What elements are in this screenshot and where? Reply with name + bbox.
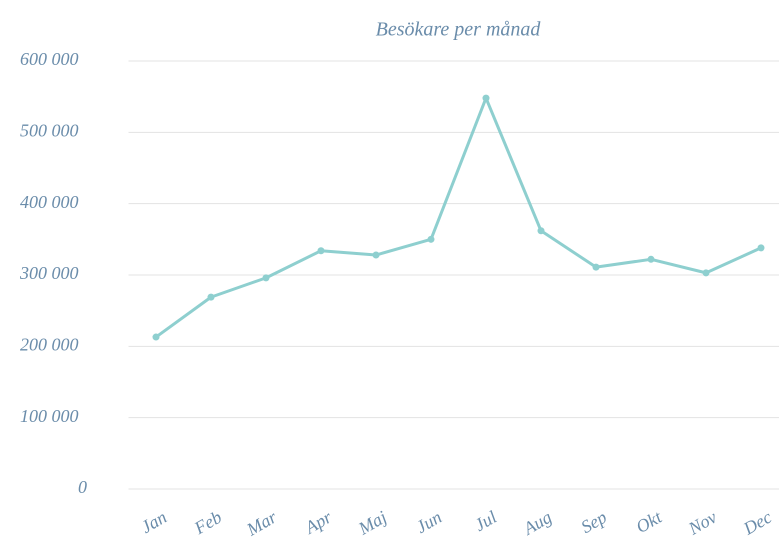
x-tick-label: Maj xyxy=(354,507,390,539)
x-tick-label: Aug xyxy=(519,507,555,539)
point xyxy=(427,235,435,243)
x-tick-label: Jul xyxy=(471,507,500,535)
y-tick-label: 400 000 xyxy=(20,192,79,212)
point xyxy=(207,293,215,301)
x-tick-label: Dec xyxy=(739,507,775,539)
x-tick-label: Mar xyxy=(242,506,281,540)
x-tick-label: Nov xyxy=(684,507,720,539)
point xyxy=(152,333,160,341)
chart-title: Besökare per månad xyxy=(376,19,542,41)
point xyxy=(757,244,765,252)
y-tick-label: 500 000 xyxy=(20,120,79,140)
point xyxy=(262,274,270,282)
x-tick-label: Sep xyxy=(578,507,611,537)
x-tick-label: Jan xyxy=(138,507,171,537)
point xyxy=(592,263,600,271)
point xyxy=(482,94,490,102)
y-tick-label: 100 000 xyxy=(20,406,79,426)
y-tick-label: 300 000 xyxy=(19,263,79,283)
x-tick-label: Feb xyxy=(190,507,225,539)
point xyxy=(372,251,380,259)
y-tick-label: 200 000 xyxy=(20,334,79,354)
y-tick-label: 600 000 xyxy=(20,49,79,69)
x-tick-label: Okt xyxy=(633,506,666,537)
point xyxy=(537,227,545,235)
point xyxy=(647,255,655,263)
point xyxy=(702,269,710,277)
point xyxy=(317,247,325,255)
y-tick-label: 0 xyxy=(78,477,87,497)
x-tick-label: Jun xyxy=(413,507,446,537)
x-tick-label: Apr xyxy=(301,506,336,538)
line xyxy=(155,96,762,339)
